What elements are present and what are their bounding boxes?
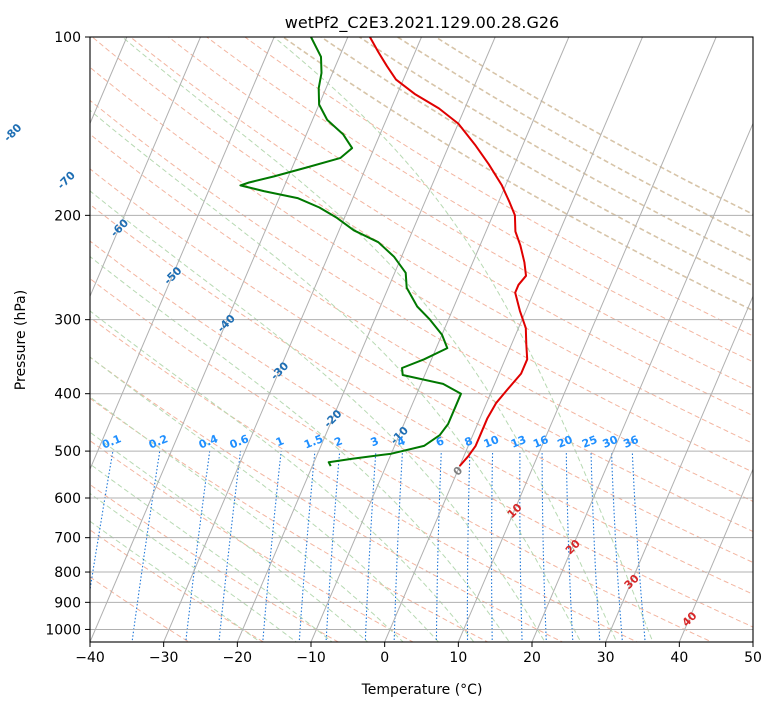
y-tick-label: 700 bbox=[54, 531, 81, 547]
y-tick-label: 600 bbox=[54, 491, 81, 507]
y-tick-label: 200 bbox=[54, 208, 81, 224]
y-tick-label: 800 bbox=[54, 565, 81, 581]
x-tick-label: 10 bbox=[449, 650, 467, 666]
x-tick-label: −40 bbox=[75, 650, 105, 666]
x-tick-label: 50 bbox=[744, 650, 762, 666]
y-tick-label: 1000 bbox=[45, 622, 81, 638]
x-tick-label: 0 bbox=[380, 650, 389, 666]
y-tick-label: 100 bbox=[54, 30, 81, 46]
y-axis-label: Pressure (hPa) bbox=[13, 290, 29, 390]
x-tick-label: 40 bbox=[670, 650, 688, 666]
x-tick-label: −20 bbox=[223, 650, 253, 666]
x-tick-label: 20 bbox=[523, 650, 541, 666]
x-tick-label: −30 bbox=[149, 650, 179, 666]
x-axis-label: Temperature (°C) bbox=[361, 682, 483, 698]
chart-title: wetPf2_C2E3.2021.129.00.28.G26 bbox=[285, 13, 559, 33]
x-tick-label: −10 bbox=[296, 650, 326, 666]
y-tick-label: 300 bbox=[54, 313, 81, 329]
y-tick-label: 900 bbox=[54, 595, 81, 611]
y-tick-label: 500 bbox=[54, 444, 81, 460]
y-tick-label: 400 bbox=[54, 387, 81, 403]
x-tick-label: 30 bbox=[597, 650, 615, 666]
